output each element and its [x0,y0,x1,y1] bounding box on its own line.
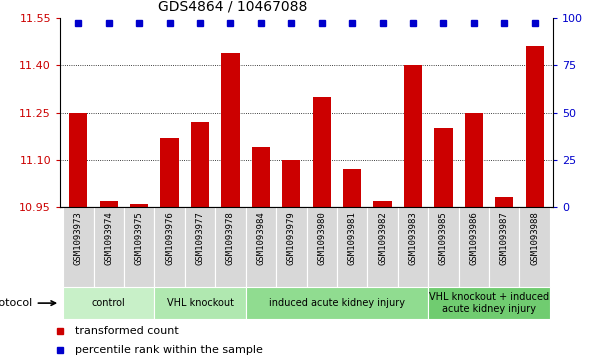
Bar [100,201,118,207]
Bar [313,97,331,207]
Bar [373,201,392,207]
Text: percentile rank within the sample: percentile rank within the sample [75,345,263,355]
Bar [435,128,453,207]
Bar [69,113,88,207]
FancyBboxPatch shape [246,287,428,319]
FancyBboxPatch shape [489,207,519,287]
Text: GSM1093973: GSM1093973 [74,211,83,265]
Bar [525,46,544,207]
Text: VHL knockout + induced
acute kidney injury: VHL knockout + induced acute kidney inju… [429,292,549,314]
Text: GSM1093988: GSM1093988 [530,211,539,265]
Text: transformed count: transformed count [75,326,179,336]
Text: GSM1093987: GSM1093987 [500,211,508,265]
Text: GSM1093981: GSM1093981 [347,211,356,265]
Text: GSM1093982: GSM1093982 [378,211,387,265]
FancyBboxPatch shape [428,287,550,319]
FancyBboxPatch shape [519,207,550,287]
Bar [191,122,209,207]
FancyBboxPatch shape [276,207,307,287]
Bar [130,204,148,207]
Bar [221,53,240,207]
Bar [282,160,300,207]
Text: GSM1093976: GSM1093976 [165,211,174,265]
Text: GSM1093986: GSM1093986 [469,211,478,265]
FancyBboxPatch shape [459,207,489,287]
FancyBboxPatch shape [246,207,276,287]
FancyBboxPatch shape [124,207,154,287]
Bar [465,113,483,207]
FancyBboxPatch shape [215,207,246,287]
FancyBboxPatch shape [63,287,154,319]
FancyBboxPatch shape [428,207,459,287]
Text: GSM1093983: GSM1093983 [409,211,418,265]
Text: induced acute kidney injury: induced acute kidney injury [269,298,405,308]
Text: GSM1093977: GSM1093977 [195,211,204,265]
Bar [160,138,178,207]
Text: GSM1093978: GSM1093978 [226,211,235,265]
Bar [404,65,422,207]
Bar [252,147,270,207]
Text: GSM1093979: GSM1093979 [287,211,296,265]
Text: control: control [92,298,126,308]
FancyBboxPatch shape [154,287,246,319]
Bar [343,169,361,207]
Text: GSM1093980: GSM1093980 [317,211,326,265]
FancyBboxPatch shape [398,207,428,287]
FancyBboxPatch shape [307,207,337,287]
Bar [495,197,513,207]
FancyBboxPatch shape [94,207,124,287]
Text: VHL knockout: VHL knockout [166,298,234,308]
FancyBboxPatch shape [337,207,367,287]
FancyBboxPatch shape [185,207,215,287]
Title: GDS4864 / 10467088: GDS4864 / 10467088 [158,0,307,13]
Text: GSM1093984: GSM1093984 [257,211,266,265]
Text: protocol: protocol [0,298,55,308]
FancyBboxPatch shape [63,207,94,287]
Text: GSM1093975: GSM1093975 [135,211,144,265]
Text: GSM1093974: GSM1093974 [105,211,113,265]
Text: GSM1093985: GSM1093985 [439,211,448,265]
FancyBboxPatch shape [154,207,185,287]
FancyBboxPatch shape [367,207,398,287]
